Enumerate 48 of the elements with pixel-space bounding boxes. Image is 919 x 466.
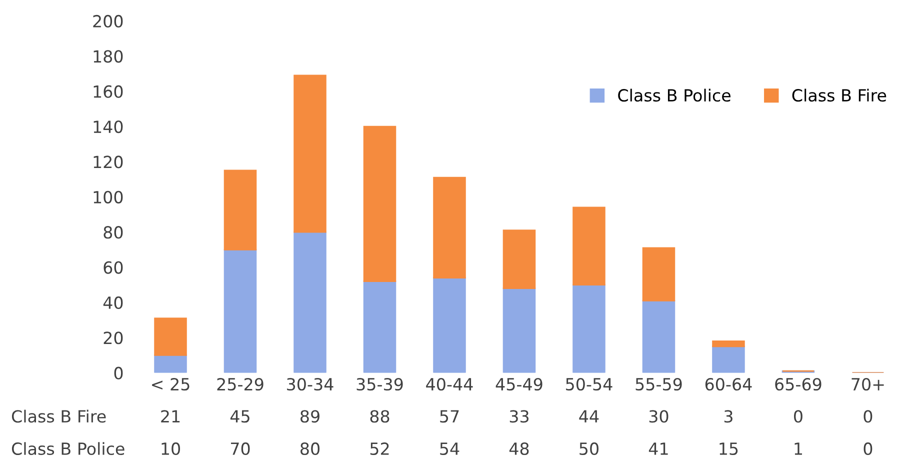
data-label: 41	[648, 442, 668, 455]
legend-label: Class B Fire	[792, 88, 886, 102]
x-tick-label: 35-39	[356, 378, 403, 391]
data-label: 0	[864, 442, 872, 456]
y-tick-label: 80	[104, 226, 123, 239]
x-tick-label: 25-29	[217, 378, 264, 391]
data-label: 54	[440, 442, 460, 456]
data-label: 48	[509, 442, 529, 456]
y-tick-label: 120	[94, 156, 123, 168]
data-label: 44	[579, 410, 599, 422]
legend-label: Class B Police	[618, 88, 730, 102]
data-label: 50	[580, 442, 598, 456]
data-label: 1	[794, 442, 802, 455]
x-tick-label: 55-59	[636, 378, 682, 391]
y-tick-label: 40	[103, 296, 123, 310]
y-tick-label: 0	[114, 366, 123, 380]
data-label: 3	[724, 410, 732, 423]
text: Class B Police	[12, 442, 124, 456]
text: Class B Fire	[12, 410, 106, 423]
y-tick-label: 20	[104, 332, 123, 344]
x-tick-label: 40-44	[426, 378, 473, 391]
x-tick-label: 45-49	[496, 378, 542, 391]
data-label: 0	[794, 410, 802, 423]
y-tick-label: 160	[94, 85, 123, 98]
x-tick-label: 70+	[852, 378, 884, 391]
data-label: 57	[440, 410, 459, 423]
x-tick-label: 65-69	[775, 378, 822, 391]
x-tick-label: 60-64	[705, 378, 752, 391]
data-label: 89	[300, 410, 320, 423]
x-tick-label: < 25	[152, 378, 190, 391]
x-tick-label: 50-54	[566, 378, 612, 391]
data-label: 0	[864, 410, 872, 423]
y-tick-label: 180	[94, 50, 123, 63]
y-tick-label: 140	[94, 120, 123, 134]
data-label: 10	[162, 442, 180, 456]
data-label: 15	[720, 442, 738, 456]
data-label: 33	[510, 410, 529, 423]
data-label: 80	[300, 442, 320, 456]
data-label: 70	[231, 442, 250, 456]
x-tick-label: 30-34	[287, 378, 334, 391]
data-label: 88	[370, 410, 390, 423]
y-tick-label: 200	[93, 14, 123, 28]
data-label: 30	[649, 410, 668, 423]
y-tick-label: 100	[94, 190, 123, 204]
y-tick-label: 60	[104, 261, 123, 274]
data-label: 21	[161, 410, 180, 422]
data-label: 45	[230, 410, 250, 423]
data-label: 52	[370, 442, 389, 456]
